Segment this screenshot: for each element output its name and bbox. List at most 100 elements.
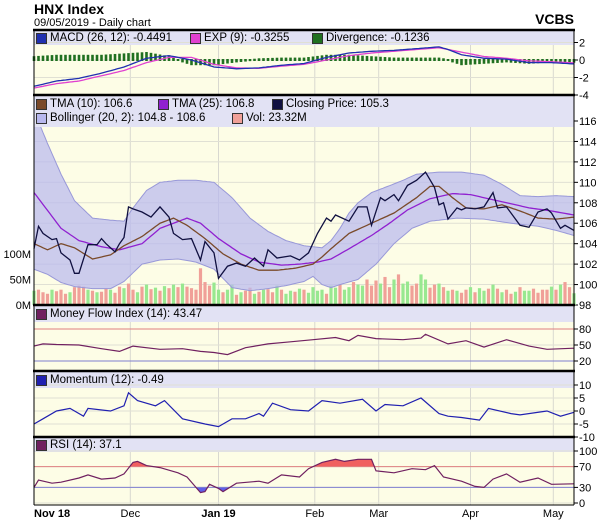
volume-bar	[135, 292, 140, 305]
divergence-bar	[343, 54, 346, 61]
volume-bar	[311, 287, 315, 305]
divergence-bar	[464, 59, 468, 65]
divergence-bar	[275, 57, 279, 61]
volume-bar	[563, 282, 567, 305]
volume-bar	[473, 292, 477, 305]
legend-volume: Vol: 23.32M	[232, 111, 307, 125]
divergence-bar	[379, 56, 382, 61]
y-tick-label-price: 98	[579, 300, 591, 312]
divergence-bar	[370, 56, 373, 61]
legend-bollinger-label: Bollinger (20, 2): 104.8 - 108.6	[50, 112, 206, 124]
momentum-line	[33, 391, 575, 428]
y-tick-label-macd: 2	[579, 38, 585, 50]
volume-bar	[522, 290, 527, 305]
divergence-bar	[136, 52, 139, 61]
divergence-bar	[365, 55, 369, 61]
volume-bar	[414, 283, 419, 305]
y-tick-label-momentum: 0	[579, 406, 585, 418]
divergence-bar	[491, 59, 495, 64]
divergence-bar	[176, 59, 180, 61]
legend-close: Closing Price: 105.3	[272, 97, 389, 111]
divergence-bar	[86, 54, 90, 61]
divergence-bar	[113, 53, 117, 61]
divergence-bar	[478, 59, 481, 65]
closing-price-line	[33, 171, 575, 281]
divergence-bar	[194, 59, 198, 66]
x-tick-label: Apr	[462, 508, 479, 520]
volume-bar	[131, 289, 135, 305]
volume-bar	[486, 288, 491, 305]
volume-tick-label: 50M	[10, 275, 31, 287]
divergence-bar	[406, 57, 409, 61]
volume-bar	[419, 274, 423, 305]
volume-bar	[315, 290, 320, 305]
legend-macd-label: MACD (26, 12): -0.4491	[50, 32, 173, 44]
volume-bar	[302, 289, 306, 305]
legend-divergence: Divergence: -0.1236	[312, 31, 430, 45]
divergence-bar	[190, 59, 193, 66]
legend-mfi-label: Money Flow Index (14): 43.47	[50, 308, 203, 320]
volume-bar	[72, 287, 77, 305]
volume-bar	[549, 286, 554, 305]
divergence-bar	[347, 54, 351, 61]
x-tick-label: Mar	[369, 508, 388, 520]
volume-bar	[351, 282, 356, 305]
volume-bar	[428, 287, 432, 305]
divergence-bar	[433, 57, 436, 61]
y-tick-label-mfi: 20	[579, 356, 591, 368]
divergence-bar	[145, 52, 148, 61]
divergence-bar	[424, 57, 427, 61]
mfi-swatch	[36, 308, 47, 320]
x-tick-label: Dec	[121, 508, 141, 520]
chart-title: HNX Index	[34, 1, 105, 17]
divergence-swatch	[312, 32, 323, 44]
legend-tma10: TMA (10): 106.6	[36, 97, 132, 111]
legend-bollinger: Bollinger (20, 2): 104.8 - 108.6	[36, 111, 205, 125]
divergence-bar	[172, 57, 175, 61]
divergence-bar	[199, 59, 202, 66]
volume-bar	[567, 287, 572, 305]
divergence-bar	[446, 59, 450, 61]
volume-bar	[329, 285, 333, 305]
volume-bar	[491, 284, 495, 305]
price-legend-band-cover	[34, 95, 574, 127]
y-tick-label-price: 102	[579, 259, 597, 271]
legend-exp: EXP (9): -0.3255	[190, 31, 289, 45]
volume-bar	[536, 292, 540, 305]
volume-bar	[167, 288, 171, 305]
volume-bar	[59, 289, 63, 305]
y-tick-label-price: 116	[579, 116, 597, 128]
legend-band-macd	[34, 30, 574, 45]
divergence-bar	[311, 56, 315, 61]
divergence-bar	[109, 54, 112, 61]
volume-bar	[144, 284, 149, 305]
divergence-bar	[167, 56, 171, 61]
divergence-bar	[181, 59, 184, 63]
divergence-bar	[559, 59, 562, 63]
bollinger-swatch	[36, 112, 47, 124]
divergence-bar	[253, 58, 256, 61]
volume-bar	[338, 284, 342, 305]
volume-bar	[243, 290, 248, 305]
divergence-bar	[77, 54, 81, 61]
brand-label: VCBS	[535, 11, 574, 27]
x-tick-label: May	[543, 508, 564, 520]
divergence-bar	[257, 58, 261, 61]
legend-rsi-label: RSI (14): 37.1	[50, 439, 122, 451]
legend-macd: MACD (26, 12): -0.4491	[36, 31, 172, 45]
volume-bar	[347, 287, 351, 305]
volume-bar	[441, 287, 446, 305]
y-tick-label-price: 110	[579, 177, 597, 189]
y-tick-label-price: 106	[579, 218, 597, 230]
divergence-bar	[217, 59, 220, 65]
legend-momentum: Momentum (12): -0.49	[36, 373, 164, 387]
volume-bar	[383, 276, 387, 305]
volume-bar	[360, 285, 365, 305]
volume-swatch	[232, 112, 243, 124]
volume-bar	[212, 282, 216, 305]
divergence-bar	[221, 59, 225, 65]
divergence-bar	[509, 59, 513, 63]
divergence-bar	[131, 52, 135, 61]
divergence-bar	[266, 58, 270, 61]
